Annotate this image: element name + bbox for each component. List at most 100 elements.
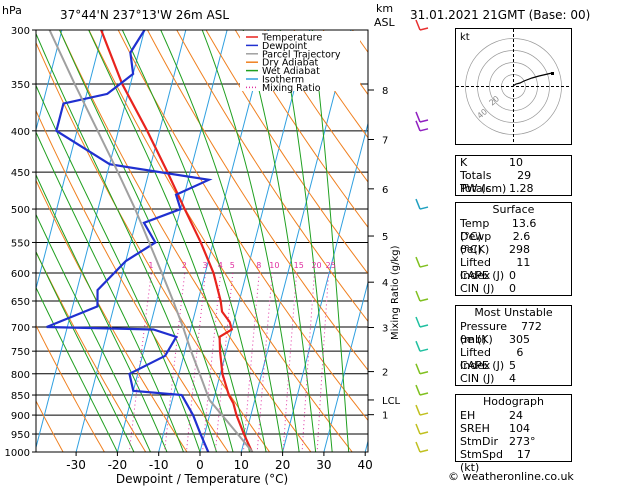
- surface-li-value: 11: [516, 256, 531, 269]
- mu-cape-value: 5: [509, 359, 516, 372]
- wet-adiabat-line: [88, 30, 251, 452]
- km-unit-label: km: [376, 2, 394, 15]
- dry-adiabat-line: [205, 30, 368, 275]
- stmspd-label: StmSpd (kt): [460, 448, 503, 474]
- mixing-ratio-axis-title: Mixing Ratio (g/kg): [390, 245, 401, 340]
- pressure-tick-label: 300: [11, 26, 30, 37]
- plot-area: [36, 18, 629, 469]
- wind-barb: [419, 449, 429, 453]
- temp-tick-label: 40: [358, 458, 373, 472]
- mixing-ratio-label: 5: [230, 261, 235, 270]
- surface-dewp-label: Dewp (°C): [460, 230, 492, 256]
- mixing-ratio-label: 10: [269, 261, 279, 270]
- pressure-unit-label: hPa: [2, 4, 22, 17]
- pw-row: PW (cm) 1.28: [456, 182, 571, 195]
- mixing-ratio-line: [282, 272, 298, 452]
- pressure-tick-label: 700: [11, 323, 30, 334]
- dry-adiabat-line: [263, 30, 368, 183]
- wet-adiabat-line: [59, 30, 234, 452]
- wind-barb-flag: [415, 19, 421, 31]
- wind-barb-flag: [415, 120, 421, 132]
- mu-pres-label: Pressure (mb): [460, 320, 507, 346]
- pressure-tick-label: 750: [11, 347, 30, 358]
- surface-cape-value: 0: [509, 269, 516, 282]
- isotherm-line: [282, 121, 368, 452]
- km-tick-label: 6: [382, 185, 388, 196]
- mu-pres-row: Pressure (mb) 772: [456, 320, 571, 346]
- hodograph-panel: kt 20 40: [455, 28, 572, 145]
- surface-temp-value: 13.6: [511, 217, 537, 230]
- mu-cin-label: CIN (J): [460, 372, 495, 385]
- mixing-ratio-label: 4: [218, 261, 223, 270]
- k-label: K: [460, 156, 468, 169]
- hodograph-trace: [512, 72, 553, 87]
- sreh-label: SREH: [460, 422, 490, 435]
- wind-barb-flag: [415, 316, 421, 328]
- temp-tick-label: -30: [66, 458, 86, 472]
- surface-li-row: Lifted Index 11: [456, 256, 571, 282]
- km-tick-label: 7: [382, 135, 388, 146]
- surface-dewp-value: 2.6: [512, 230, 531, 243]
- legend-item: Wet Adiabat: [262, 66, 320, 77]
- location-title: 37°44'N 237°13'W 26m ASL: [60, 8, 230, 22]
- mu-li-row: Lifted Index 6: [456, 346, 571, 372]
- dry-adiabat-line: [36, 400, 64, 452]
- mixing-ratio-line: [202, 272, 222, 452]
- mu-li-value: 6: [516, 346, 524, 359]
- surface-theta-row: θe(K) 298: [456, 243, 571, 256]
- km-tick-label: 3: [382, 323, 388, 334]
- wet-adiabat-line: [279, 30, 333, 452]
- mu-theta-value: 305: [509, 333, 530, 346]
- km-tick-label: 1: [382, 411, 388, 422]
- legend-item: Parcel Trajectory: [262, 49, 341, 60]
- tt-label: Totals Totals: [460, 169, 492, 195]
- isotherm-line: [323, 280, 368, 452]
- stats-table: K 10 Totals Totals 29 PW (cm) 1.28: [455, 155, 572, 196]
- wind-barb: [419, 119, 429, 123]
- eh-row: EH 24: [456, 409, 571, 422]
- wind-barb-flag: [415, 384, 421, 396]
- wind-barb-flag: [415, 423, 421, 435]
- wind-barb: [419, 324, 429, 328]
- wind-barb: [419, 371, 429, 375]
- stmdir-label: StmDir: [460, 435, 499, 448]
- temperature-profile: [100, 30, 254, 452]
- pressure-tick-label: 350: [11, 80, 30, 91]
- mixing-ratio-label: 25: [326, 261, 336, 270]
- km-tick-label: 8: [382, 86, 388, 97]
- surface-cin-label: CIN (J): [460, 282, 495, 295]
- temp-tick-label: 30: [316, 458, 331, 472]
- mixing-ratio-label: 8: [256, 261, 261, 270]
- mixing-ratio-line: [214, 272, 234, 452]
- wind-barb-flag: [415, 256, 421, 268]
- pressure-tick-label: 600: [11, 269, 30, 280]
- legend-box: [240, 31, 360, 91]
- wet-adiabat-line: [36, 173, 168, 452]
- dry-adiabat-line: [576, 18, 629, 469]
- mixing-ratio-label: 20: [311, 261, 321, 270]
- wind-barb: [419, 298, 429, 302]
- mixing-ratio-label: 15: [294, 261, 304, 270]
- surface-table: Surface Temp (°C) 13.6 Dewp (°C) 2.6 θe(K)…: [455, 202, 572, 296]
- temp-tick-label: 10: [234, 458, 249, 472]
- hodograph-table: Hodograph EH 24 SREH 104 StmDir 273° StmSpd…: [455, 394, 572, 474]
- temp-tick-label: -10: [149, 458, 169, 472]
- pressure-tick-label: 900: [11, 411, 30, 422]
- wet-adiabat-line: [36, 84, 201, 452]
- pressure-tick-label: 550: [11, 238, 30, 249]
- mu-cin-value: 4: [509, 372, 516, 385]
- most-unstable-title: Most Unstable: [474, 306, 553, 319]
- wind-barb: [419, 348, 429, 352]
- wind-barb: [419, 27, 429, 31]
- surface-theta-label: θe(K): [460, 243, 490, 256]
- mu-theta-row: θe (K) 305: [456, 333, 571, 346]
- mixing-ratio-label: 3: [202, 261, 207, 270]
- dry-adiabat-line: [88, 30, 353, 452]
- legend-item: Dry Adiabat: [262, 58, 319, 69]
- wet-adiabat-line: [36, 213, 151, 452]
- surface-cape-label: CAPE (J): [460, 269, 505, 282]
- isotherm-line: [199, 30, 311, 452]
- legend-item: Dewpoint: [262, 41, 307, 52]
- wind-barb: [419, 392, 429, 396]
- mixing-ratio-line: [242, 272, 260, 452]
